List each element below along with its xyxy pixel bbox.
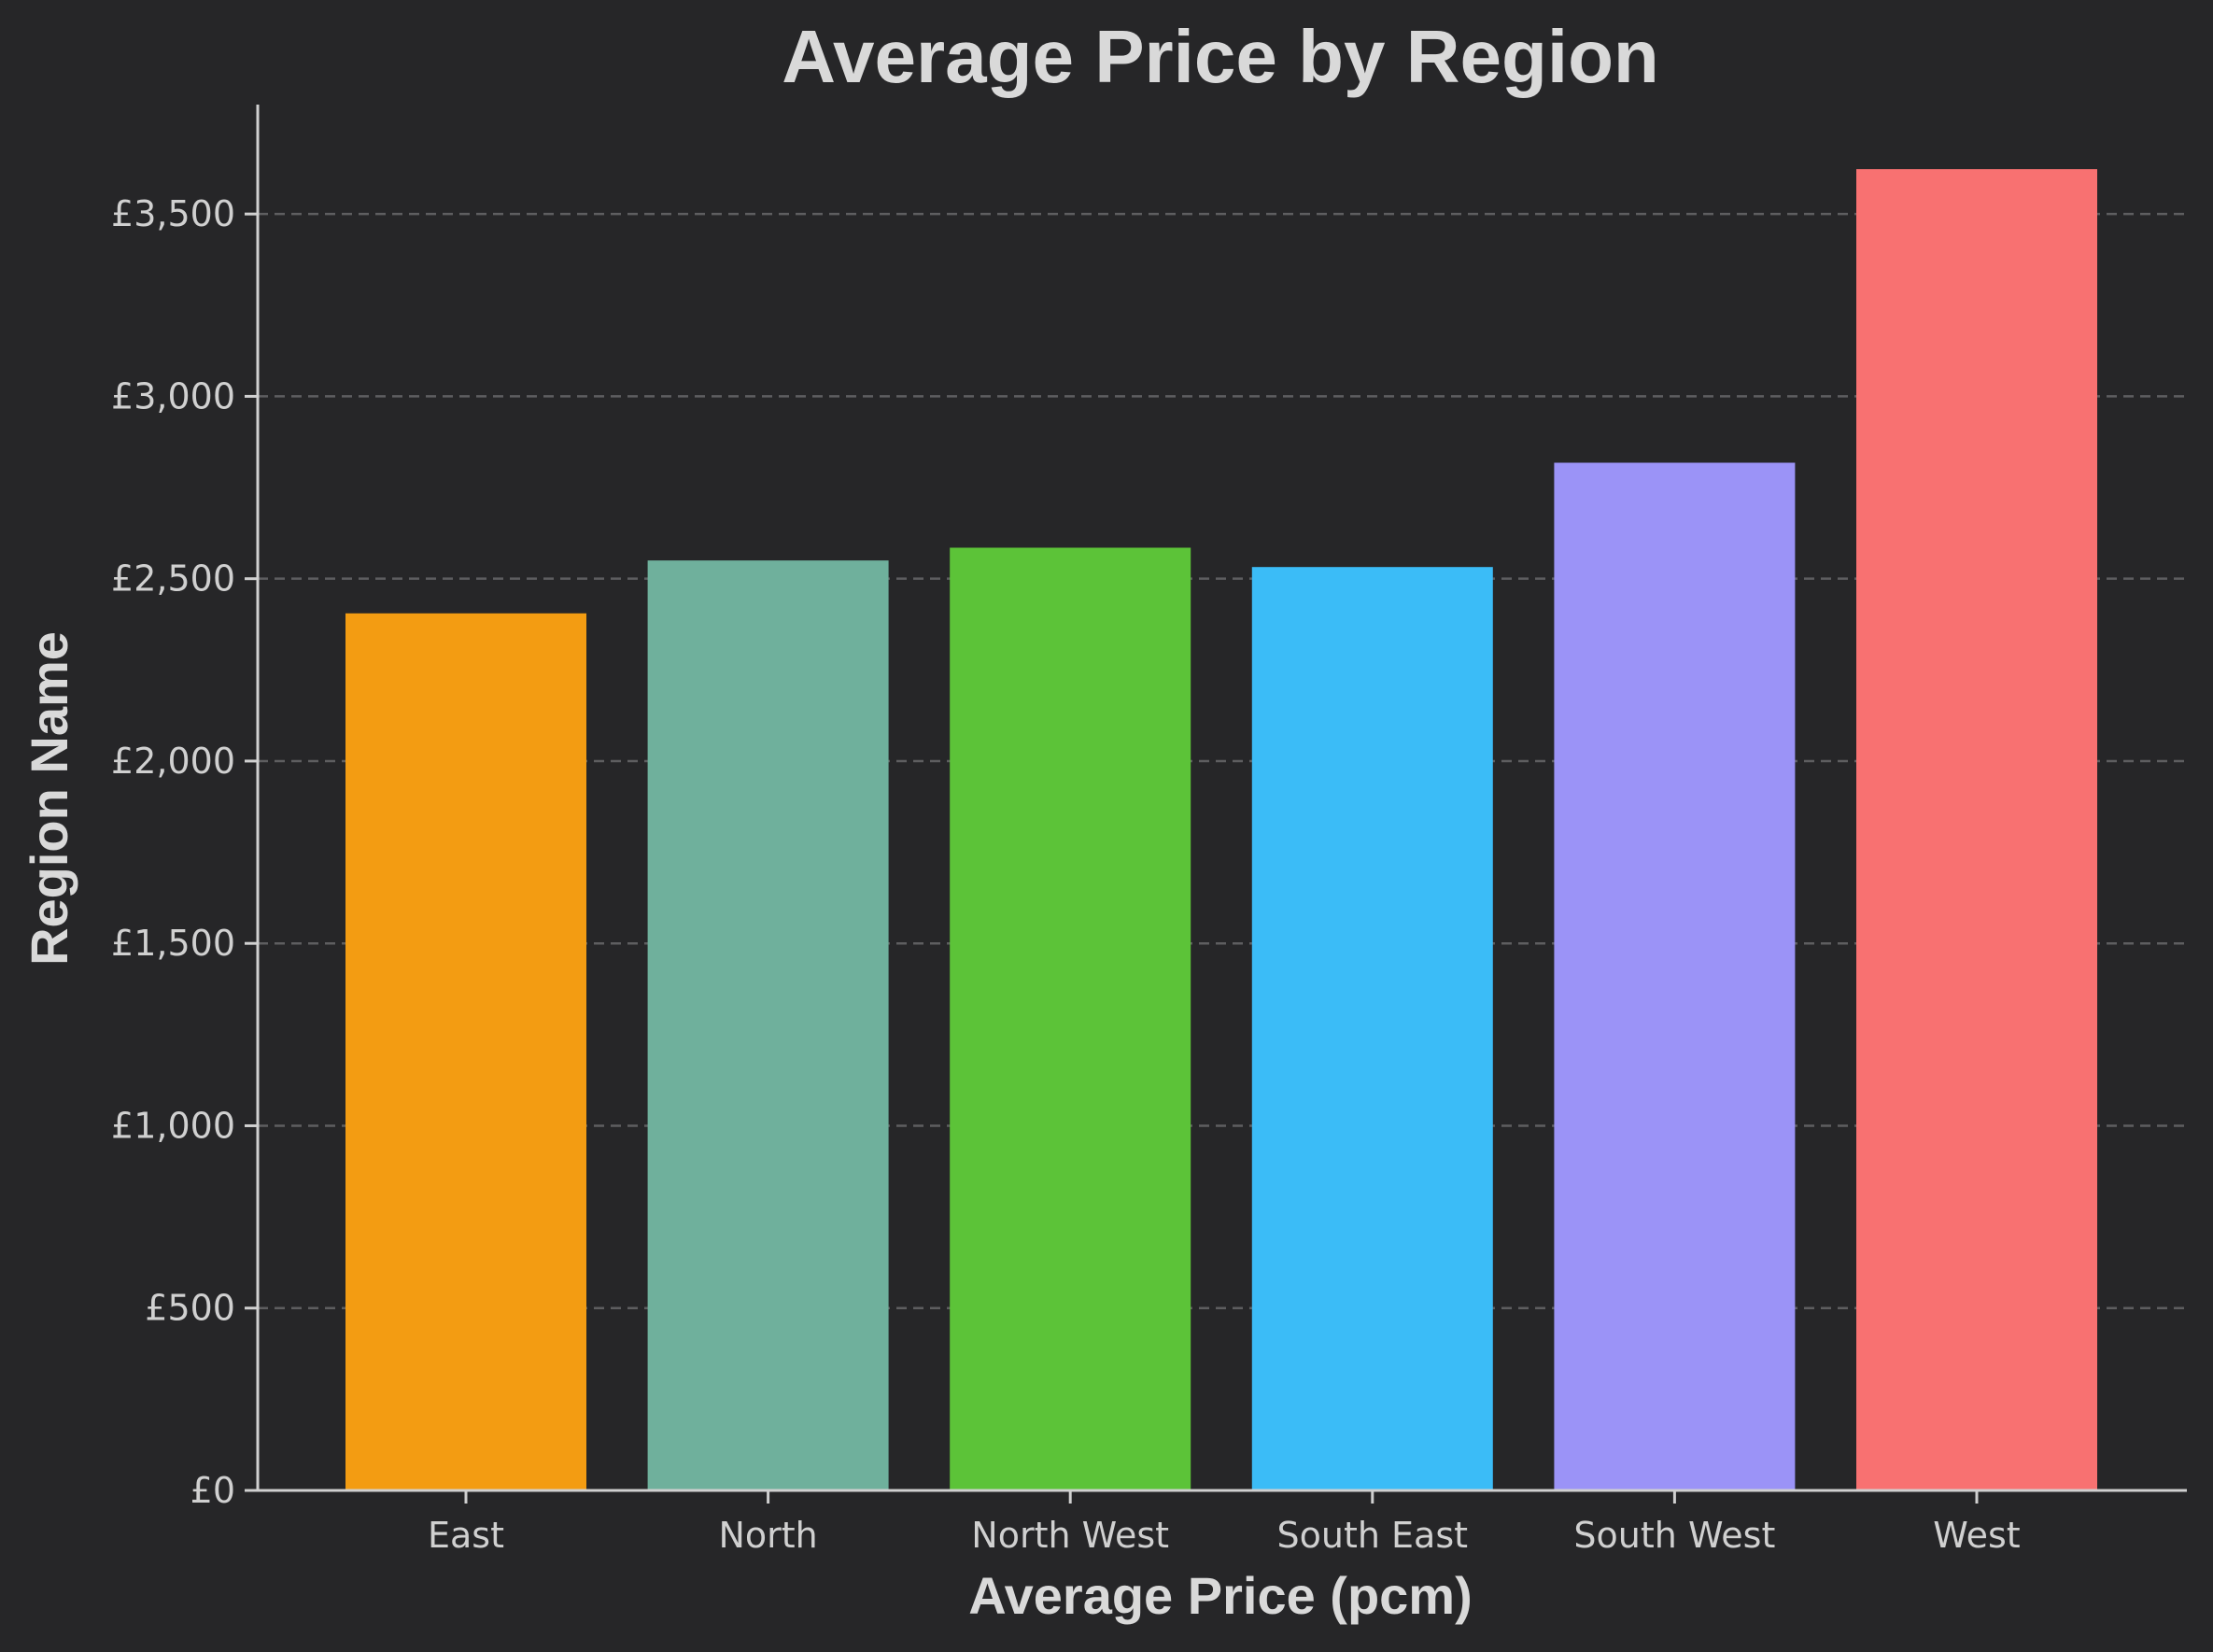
bar-south-east <box>1251 567 1493 1490</box>
bars <box>345 169 2097 1491</box>
chart-title: Average Price by Region <box>782 15 1659 98</box>
x-tick-label: North West <box>971 1515 1169 1556</box>
x-ticks: East North North West South East South West W… <box>428 1490 2021 1556</box>
bar-north <box>647 560 889 1490</box>
y-tick-label: £2,500 <box>111 558 235 600</box>
bar-north-west <box>950 547 1191 1490</box>
y-tick-label: £1,000 <box>111 1105 235 1146</box>
y-tick-label: £3,500 <box>111 193 235 234</box>
bar-south-west <box>1554 462 1796 1491</box>
y-tick-label: £3,000 <box>111 375 235 417</box>
y-tick-label: £0 <box>190 1470 235 1511</box>
x-tick-label: North <box>718 1515 817 1556</box>
y-ticks: £0 £500 £1,000 £1,500 £2,000 £2,500 £3,000 £3,5… <box>111 193 258 1511</box>
x-tick-label: South East <box>1277 1515 1469 1556</box>
y-tick-label: £2,000 <box>111 741 235 782</box>
x-tick-label: East <box>428 1515 504 1556</box>
bar-west <box>1856 169 2097 1490</box>
x-axis-label: Average Price (pcm) <box>968 1566 1473 1625</box>
y-tick-label: £1,500 <box>111 923 235 964</box>
y-axis-label: Region Name <box>20 631 78 966</box>
x-tick-label: West <box>1933 1515 2020 1556</box>
bar-east <box>345 613 586 1490</box>
x-tick-label: South West <box>1573 1515 1775 1556</box>
y-tick-label: £500 <box>145 1288 235 1329</box>
axes <box>256 105 2187 1492</box>
